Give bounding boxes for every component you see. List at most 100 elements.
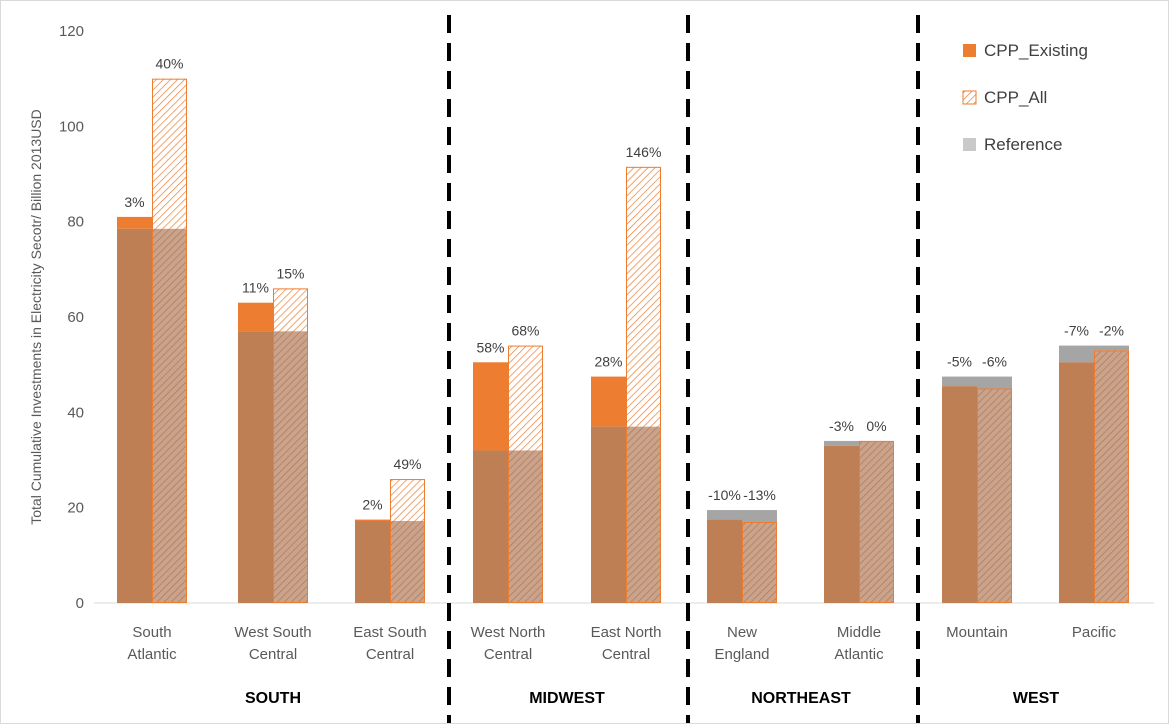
bar-cpp-all: [626, 166, 661, 427]
bars-layer: [117, 78, 1129, 604]
bar-cpp-all: [859, 440, 894, 603]
y-tick-label: 20: [67, 500, 84, 517]
x-tick-label: Mountain: [946, 624, 1008, 641]
bar-reference: [591, 426, 626, 603]
y-axis-label: Total Cumulative Investments in Electric…: [28, 109, 44, 525]
bar-reference: [742, 510, 777, 522]
data-label: 68%: [511, 323, 539, 339]
x-tick-label: Central: [602, 646, 650, 663]
legend-label: Reference: [984, 135, 1062, 154]
bar-reference: [824, 440, 859, 446]
bar-cpp-all-outline: [742, 521, 777, 604]
data-label: -3%: [829, 418, 854, 434]
bar-cpp-existing: [117, 216, 152, 229]
x-tick-label: Central: [249, 646, 297, 663]
y-tick-label: 100: [59, 118, 84, 135]
bar-reference: [238, 331, 273, 603]
bar-cpp-all: [508, 345, 543, 451]
bar-reference: [355, 521, 390, 603]
x-tick-label: England: [714, 646, 769, 663]
data-label: 0%: [866, 418, 886, 434]
y-tick-label: 120: [59, 23, 84, 40]
bar-cpp-all-outline: [859, 440, 894, 603]
legend: CPP_Existing CPP_All Reference: [962, 41, 1088, 154]
x-tick-label: East South: [353, 624, 426, 641]
bar-cpp-existing: [1059, 362, 1094, 603]
bar-reference: [117, 228, 152, 604]
bar-reference: [626, 426, 661, 603]
y-tick-label: 40: [67, 404, 84, 421]
bar-cpp-all: [977, 388, 1012, 603]
data-label: -13%: [743, 487, 776, 503]
bar-cpp-all-outline: [508, 345, 543, 603]
data-label: 28%: [594, 354, 622, 370]
x-tick-label: Central: [366, 646, 414, 663]
y-tick-label: 0: [76, 595, 84, 612]
bar-cpp-all: [152, 78, 187, 229]
bar-cpp-existing: [942, 386, 977, 603]
bar-cpp-existing: [707, 519, 742, 603]
data-label: -7%: [1064, 323, 1089, 339]
bar-cpp-existing: [238, 302, 273, 332]
legend-swatch: [963, 138, 976, 151]
bar-cpp-all: [390, 479, 425, 522]
legend-swatch: [962, 90, 977, 105]
data-label: 2%: [362, 497, 382, 513]
x-tick-label: West South: [234, 624, 311, 641]
bar-cpp-all-outline: [273, 288, 308, 603]
bar-cpp-existing: [824, 445, 859, 603]
bar-reference: [942, 376, 977, 387]
bar-reference: [508, 450, 543, 603]
bar-reference: [152, 228, 187, 604]
x-tick-label: West North: [471, 624, 546, 641]
x-tick-label: Middle: [837, 624, 881, 641]
labels-layer: 3% 40% 11% 15% 2% 49% 58% 68% 28% 146% -10% -13% -3%…: [124, 56, 1124, 513]
x-tick-label: Central: [484, 646, 532, 663]
x-tick-label: East North: [591, 624, 662, 641]
x-tick-label: Atlantic: [834, 646, 884, 663]
bar-cpp-all: [1094, 350, 1129, 603]
data-label: 49%: [393, 456, 421, 472]
data-label: -10%: [708, 487, 741, 503]
data-label: 58%: [476, 339, 504, 355]
bar-cpp-existing: [355, 519, 390, 522]
bar-cpp-all-outline: [390, 479, 425, 604]
x-tick-label: Pacific: [1072, 624, 1117, 641]
bar-cpp-all-outline: [152, 78, 187, 603]
bar-cpp-all-outline: [626, 166, 661, 603]
x-tick-label: Atlantic: [127, 646, 177, 663]
bar-reference: [1059, 345, 1094, 363]
data-label: -6%: [982, 354, 1007, 370]
data-label: -2%: [1099, 323, 1124, 339]
data-label: 3%: [124, 194, 144, 210]
data-label: 11%: [242, 280, 269, 296]
y-tick-label: 80: [67, 214, 84, 231]
bar-cpp-all: [742, 521, 777, 603]
region-label: MIDWEST: [529, 690, 605, 707]
bar-reference: [977, 376, 1012, 389]
region-label: SOUTH: [245, 690, 301, 707]
bar-cpp-all: [273, 288, 308, 332]
bar-reference: [273, 331, 308, 603]
bar-reference: [707, 510, 742, 520]
data-label: 146%: [626, 144, 662, 160]
region-label: WEST: [1013, 690, 1059, 707]
bar-reference: [390, 521, 425, 603]
y-tick-label: 60: [67, 309, 84, 326]
bar-reference: [1094, 345, 1129, 351]
legend-swatch: [963, 44, 976, 57]
legend-label: CPP_All: [984, 88, 1047, 107]
bar-cpp-existing: [591, 376, 626, 427]
bar-cpp-existing: [473, 362, 508, 451]
legend-label: CPP_Existing: [984, 41, 1088, 60]
x-tick-label: South: [132, 624, 171, 641]
bar-cpp-all-outline: [1094, 350, 1129, 603]
bar-cpp-all-outline: [977, 388, 1012, 603]
x-tick-label: New: [727, 624, 757, 641]
data-label: 15%: [276, 265, 304, 281]
data-label: 40%: [155, 56, 183, 72]
bar-reference: [473, 450, 508, 603]
data-label: -5%: [947, 354, 972, 370]
